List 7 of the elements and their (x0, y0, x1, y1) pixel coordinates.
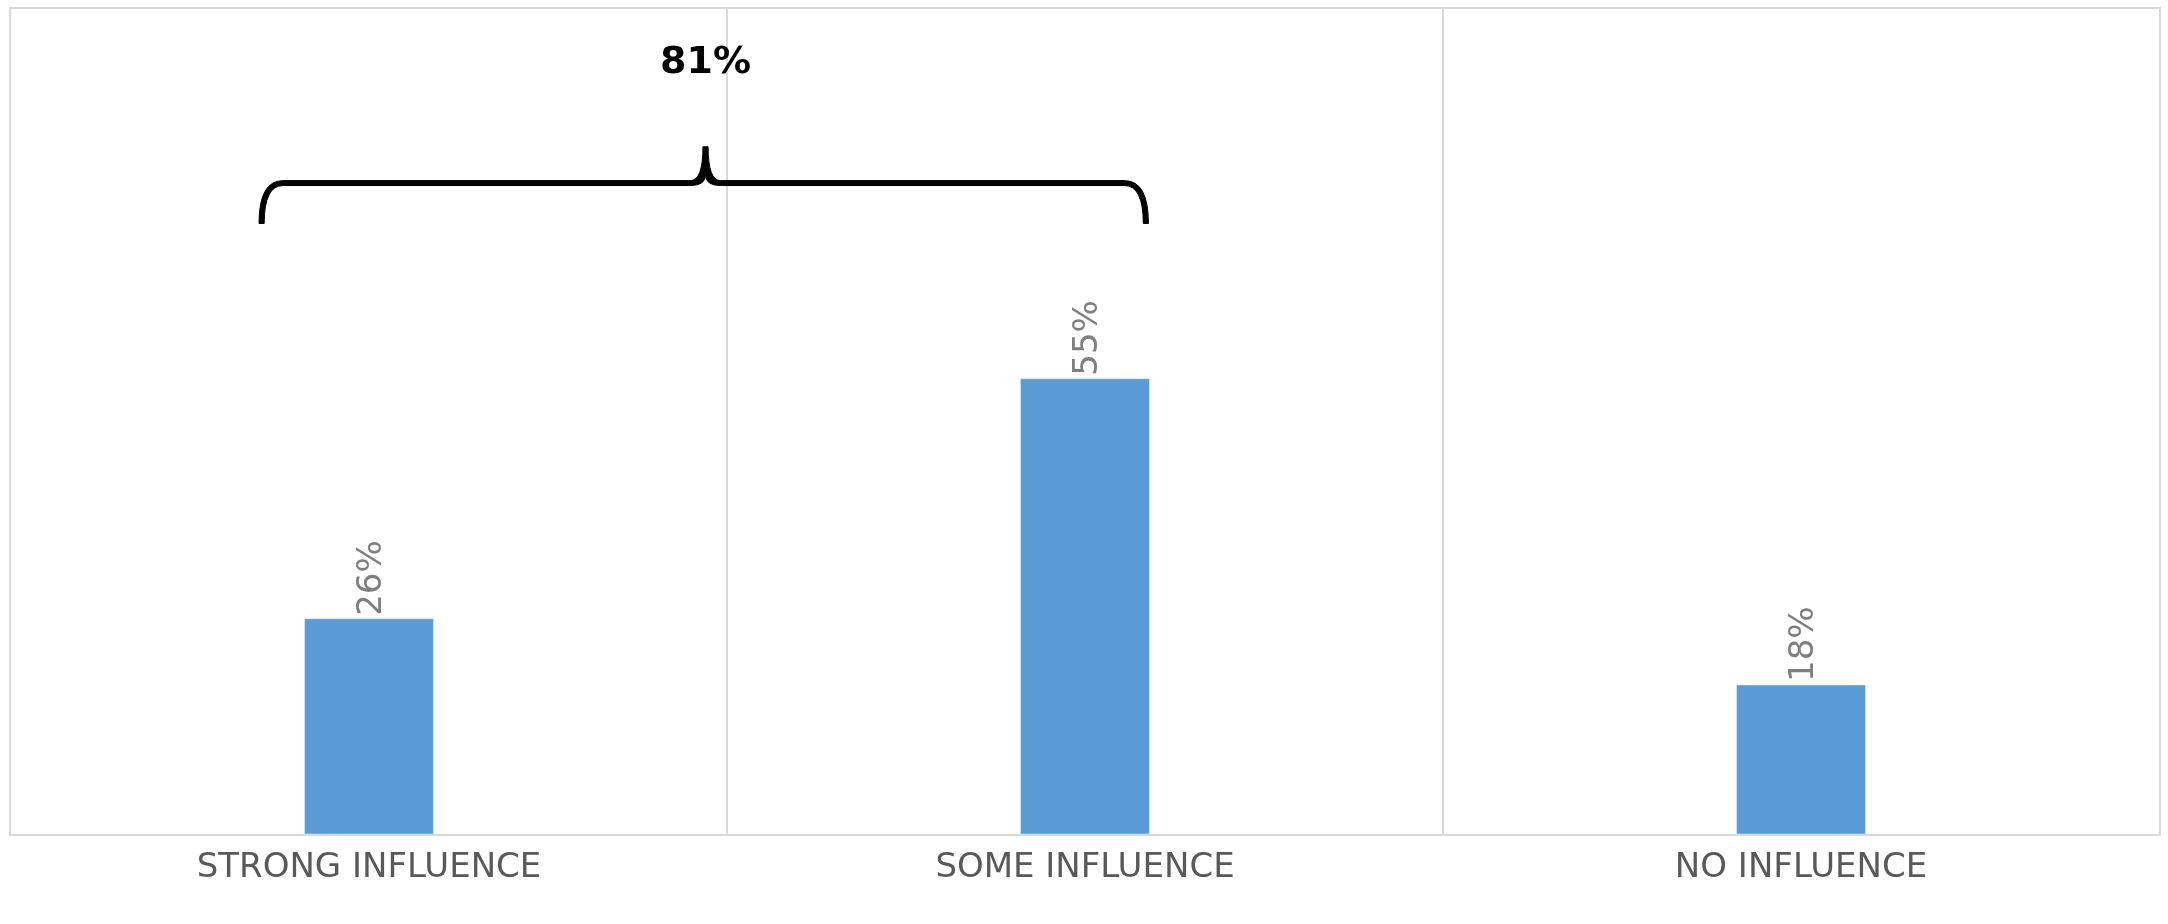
data-label: 55% (1065, 300, 1105, 376)
x-tick-label: NO INFLUENCE (1674, 844, 1928, 885)
x-tick-label: STRONG INFLUENCE (196, 844, 542, 885)
text: 81% (660, 38, 751, 82)
data-label: 18% (1781, 606, 1821, 682)
data-label: 26% (349, 540, 389, 616)
x-tick-label: SOME INFLUENCE (935, 844, 1235, 885)
